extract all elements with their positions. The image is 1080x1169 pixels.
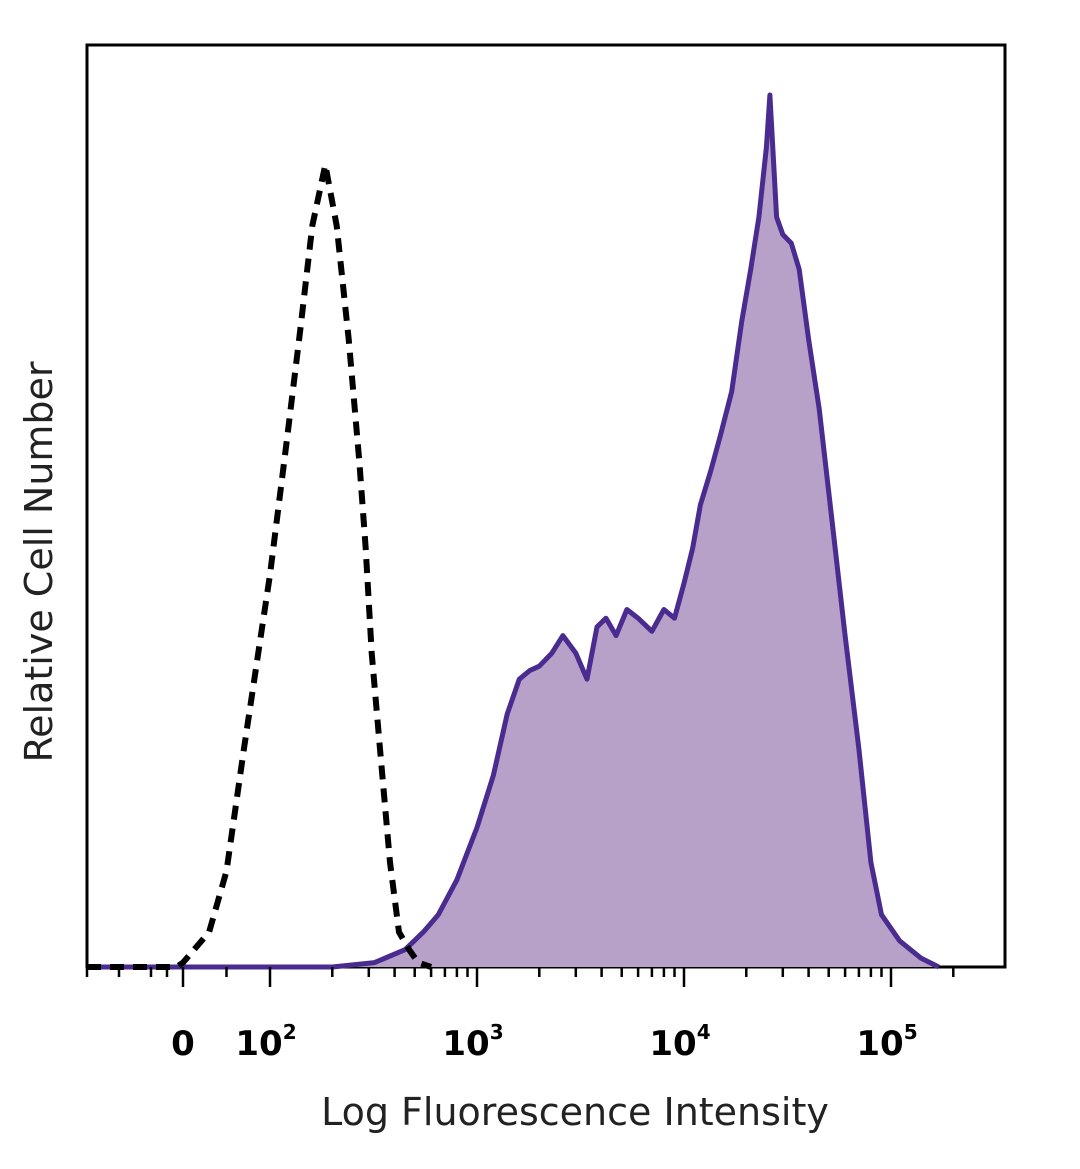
control-histogram-line — [87, 161, 433, 970]
x-axis-title: Log Fluorescence Intensity — [321, 1090, 829, 1134]
x-axis-tick-labels: 0 102 103 104 105 — [171, 1020, 917, 1064]
x-tick-label: 104 — [649, 1020, 710, 1064]
x-tick-label: 102 — [235, 1020, 296, 1064]
series-layer — [87, 92, 940, 970]
y-axis-title: Relative Cell Number — [17, 361, 61, 762]
x-axis-ticks — [85, 967, 955, 987]
x-tick-label: 103 — [442, 1020, 503, 1064]
x-tick-label: 105 — [856, 1020, 917, 1064]
stained-histogram-fill — [87, 95, 939, 967]
x-tick-label: 0 — [171, 1024, 195, 1064]
stained-histogram-line — [87, 92, 940, 970]
